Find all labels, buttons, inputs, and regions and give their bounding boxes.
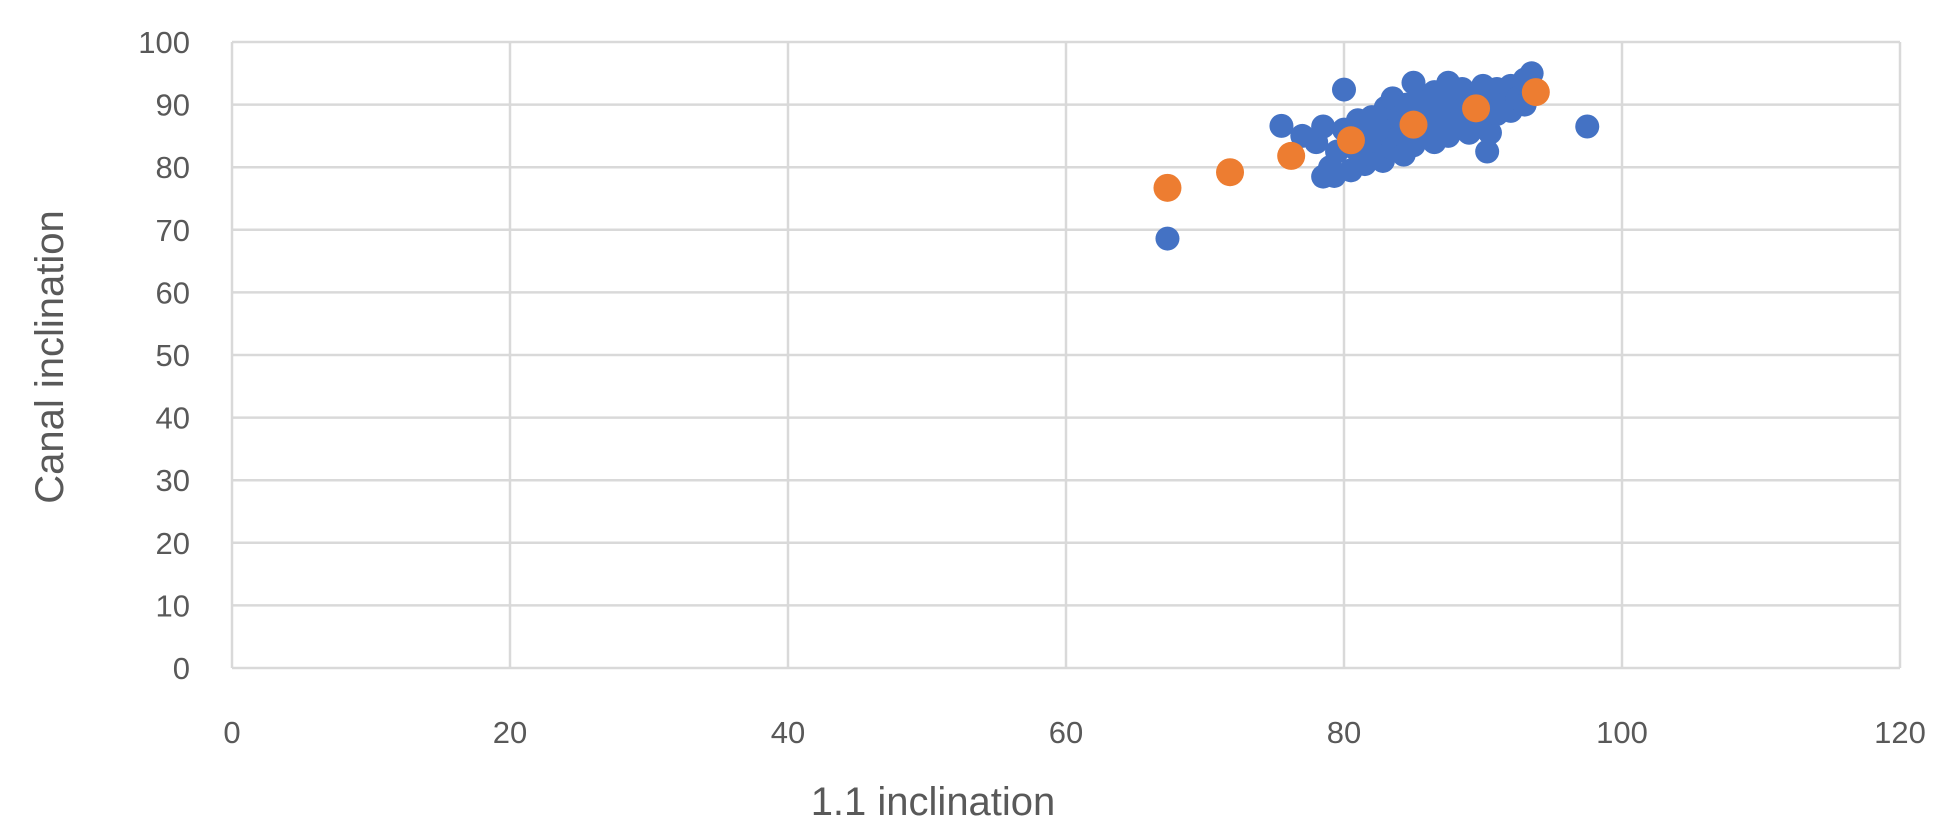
data-point bbox=[1477, 120, 1502, 145]
y-tick-label: 100 bbox=[138, 25, 190, 60]
data-point bbox=[1521, 78, 1550, 107]
data-point bbox=[1462, 94, 1491, 123]
x-tick-label: 0 bbox=[223, 715, 240, 750]
data-point bbox=[1575, 114, 1600, 139]
data-point bbox=[1153, 173, 1182, 202]
data-point bbox=[1311, 114, 1336, 139]
gridlines bbox=[230, 40, 1902, 670]
x-tick-label: 80 bbox=[1327, 715, 1361, 750]
y-axis-title: Canal inclination bbox=[28, 210, 72, 504]
data-points bbox=[1153, 61, 1600, 251]
data-point bbox=[1336, 126, 1365, 155]
data-point bbox=[1277, 141, 1306, 170]
y-tick-label: 70 bbox=[156, 213, 190, 248]
y-tick-label: 20 bbox=[156, 526, 190, 561]
data-point bbox=[1332, 77, 1356, 102]
y-tick-label: 0 bbox=[173, 651, 190, 686]
data-point bbox=[1399, 110, 1428, 139]
data-point bbox=[1155, 226, 1180, 251]
x-tick-label: 60 bbox=[1049, 715, 1083, 750]
x-tick-label: 120 bbox=[1874, 715, 1926, 750]
y-tick-label: 30 bbox=[156, 463, 190, 498]
y-tick-label: 10 bbox=[156, 588, 190, 623]
data-point bbox=[1216, 158, 1245, 187]
y-tick-label: 40 bbox=[156, 401, 190, 436]
x-tick-label: 40 bbox=[771, 715, 805, 750]
x-tick-label: 20 bbox=[493, 715, 527, 750]
y-tick-label: 60 bbox=[156, 275, 190, 310]
tick-labels: 0 10 20 30 40 50 60 70 80 90 100 0 20 40 60 80 100 120 bbox=[138, 25, 1926, 750]
data-point bbox=[1269, 113, 1294, 138]
y-tick-label: 80 bbox=[156, 150, 190, 185]
x-tick-label: 100 bbox=[1596, 715, 1648, 750]
y-tick-label: 50 bbox=[156, 338, 190, 373]
data-point bbox=[1475, 139, 1500, 164]
x-axis-title: 1.1 inclination bbox=[811, 780, 1056, 824]
y-tick-label: 90 bbox=[156, 88, 190, 123]
